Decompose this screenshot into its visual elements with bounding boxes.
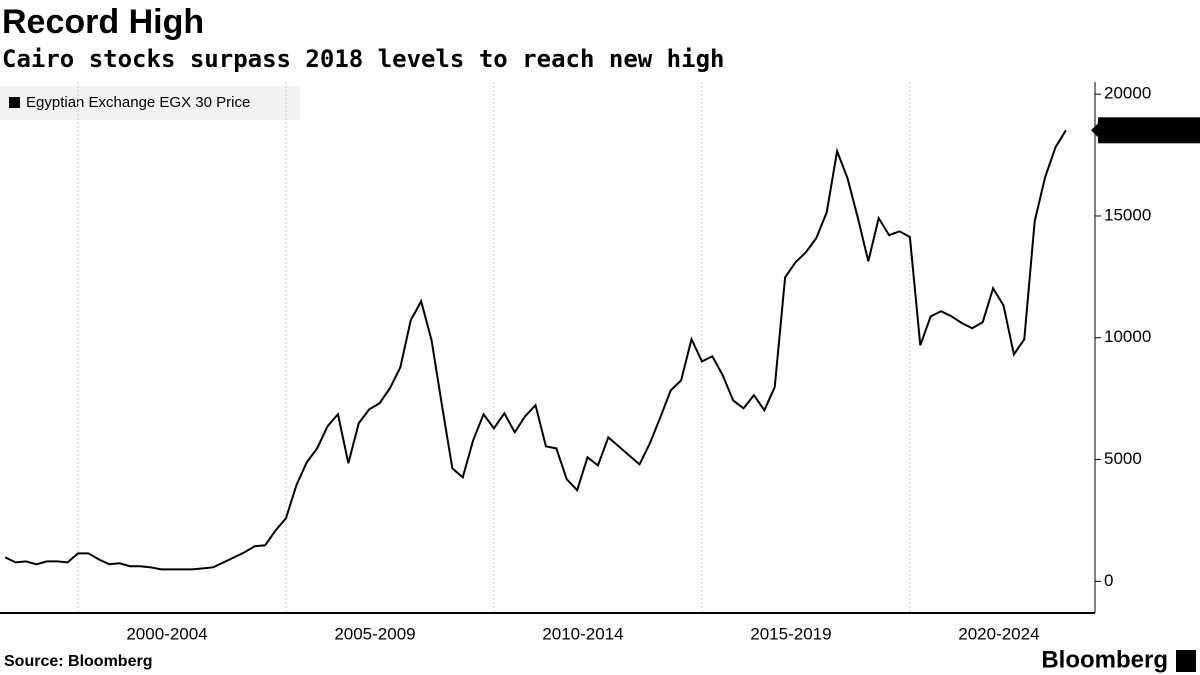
x-tick-label: 2015-2019 [750,624,831,643]
x-tick-label: 2010-2014 [542,624,623,643]
legend-swatch [9,97,20,108]
last-value-pointer [1091,123,1098,138]
source: Source: Bloomberg [4,653,152,670]
last-value-label: 18516.59 [1104,120,1183,141]
y-tick-label: 20000 [1104,84,1151,103]
brand: Bloomberg [1041,646,1168,673]
x-tick-label: 2000-2004 [126,624,207,643]
last-value-box [1098,117,1200,144]
chart-title: Record High [2,3,204,41]
y-tick-label: 0 [1104,571,1113,590]
line [4,129,1067,571]
y-tick-label: 5000 [1104,449,1142,468]
brand-icon [1176,650,1196,672]
chart-subtitle: Cairo stocks surpass 2018 levels to reac… [2,45,724,73]
x-tick-label: 2005-2009 [334,624,415,643]
legend-box [0,86,300,120]
y-tick-label: 10000 [1104,327,1151,346]
legend-label: Egyptian Exchange EGX 30 Price [26,94,250,111]
y-tick-label: 15000 [1104,205,1151,224]
x-tick-label: 2020-2024 [958,624,1039,643]
